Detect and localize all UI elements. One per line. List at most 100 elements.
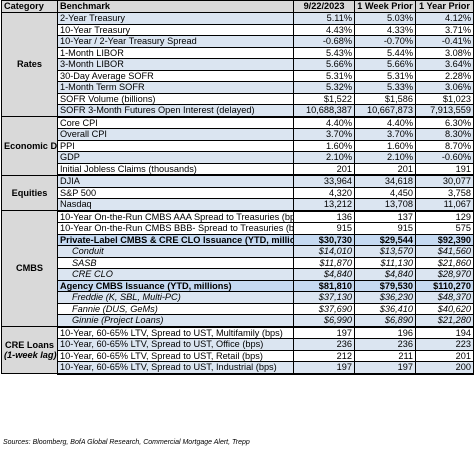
week-prior-value-cell: $79,530 bbox=[354, 279, 416, 292]
header-category: Category bbox=[1, 0, 58, 13]
category-cell: CMBS bbox=[1, 210, 58, 327]
benchmark-cell: Initial Jobless Claims (thousands) bbox=[57, 162, 294, 176]
current-value-cell: 236 bbox=[293, 338, 355, 351]
table-row: S&P 500 4,320 4,450 3,758 bbox=[2, 186, 474, 199]
category-cell: Economic Data bbox=[1, 116, 58, 176]
benchmark-cell: 10-Year, 60-65% LTV, Spread to UST, Mult… bbox=[57, 326, 294, 339]
current-value-cell: 13,212 bbox=[293, 198, 355, 212]
current-value-cell: -0.68% bbox=[293, 35, 355, 48]
week-prior-value-cell: 34,618 bbox=[354, 174, 416, 188]
benchmark-cell: CRE CLO bbox=[57, 268, 294, 281]
week-prior-value-cell: 5.03% bbox=[354, 12, 416, 25]
benchmark-cell: 3-Month LIBOR bbox=[57, 58, 294, 71]
year-prior-value-cell: -0.41% bbox=[415, 35, 474, 48]
week-prior-value-cell: 5.31% bbox=[354, 69, 416, 82]
table-row: 10-Year On-the-Run CMBS BBB- Spread to T… bbox=[2, 222, 474, 235]
table-row: 10-Year Treasury 4.43% 4.33% 3.71% bbox=[2, 23, 474, 36]
current-value-cell: $11,870 bbox=[293, 256, 355, 269]
year-prior-value-cell: $40,620 bbox=[415, 302, 474, 315]
table-row: Initial Jobless Claims (thousands) 201 201… bbox=[2, 162, 474, 176]
benchmark-cell: Conduit bbox=[57, 245, 294, 258]
benchmark-cell: Private-Label CMBS & CRE CLO Issuance (Y… bbox=[57, 233, 294, 246]
benchmark-cell: 10-Year, 60-65% LTV, Spread to UST, Offi… bbox=[57, 338, 294, 351]
current-value-cell: 4.43% bbox=[293, 23, 355, 36]
week-prior-value-cell: 5.44% bbox=[354, 46, 416, 59]
week-prior-value-cell: 2.10% bbox=[354, 151, 416, 164]
week-prior-value-cell: $11,130 bbox=[354, 256, 416, 269]
current-value-cell: 5.31% bbox=[293, 69, 355, 82]
week-prior-value-cell: 1.60% bbox=[354, 139, 416, 152]
week-prior-value-cell: 3.70% bbox=[354, 128, 416, 141]
year-prior-value-cell: 7,913,559 bbox=[415, 104, 474, 118]
benchmark-cell: Core CPI bbox=[57, 116, 294, 129]
category-label: Equities bbox=[11, 187, 48, 198]
category-label: CMBS bbox=[15, 263, 44, 274]
category-cell: CRE Loans (1-week lag) bbox=[1, 326, 58, 374]
table-row: 1-Month Term SOFR 5.32% 5.33% 3.06% bbox=[2, 81, 474, 94]
table-row: CRE Loans (1-week lag) 10-Year, 60-65% LTV… bbox=[1, 326, 474, 374]
current-value-cell: 2.10% bbox=[293, 151, 355, 164]
current-value-cell: $1,522 bbox=[293, 92, 355, 105]
week-prior-value-cell: 13,708 bbox=[354, 198, 416, 212]
table-row: SOFR 3-Month Futures Open Interest (dela… bbox=[2, 104, 474, 118]
category-cell: Equities bbox=[1, 174, 58, 211]
year-prior-value-cell: 201 bbox=[415, 349, 474, 362]
category-cell: Rates bbox=[1, 12, 58, 117]
table-row: Freddie (K, SBL, Multi-PC) $37,130 $36,230… bbox=[2, 291, 474, 304]
benchmark-cell: 30-Day Average SOFR bbox=[57, 69, 294, 82]
year-prior-value-cell: 8.70% bbox=[415, 139, 474, 152]
current-value-cell: 5.11% bbox=[293, 12, 355, 25]
year-prior-value-cell: $21,280 bbox=[415, 314, 474, 328]
week-prior-value-cell: $36,410 bbox=[354, 302, 416, 315]
year-prior-value-cell: 194 bbox=[415, 326, 474, 339]
current-value-cell: 10,688,387 bbox=[293, 104, 355, 118]
current-value-cell: $37,690 bbox=[293, 302, 355, 315]
current-value-cell: 4,320 bbox=[293, 186, 355, 199]
source-note: Sources: Bloomberg, BofA Global Research… bbox=[3, 439, 250, 446]
current-value-cell: 5.66% bbox=[293, 58, 355, 71]
current-value-cell: 212 bbox=[293, 349, 355, 362]
benchmark-cell: 2-Year Treasury bbox=[57, 12, 294, 25]
current-value-cell: $81,810 bbox=[293, 279, 355, 292]
benchmark-cell: SOFR 3-Month Futures Open Interest (dela… bbox=[57, 104, 294, 118]
year-prior-value-cell: 30,077 bbox=[415, 174, 474, 188]
year-prior-value-cell: 3.71% bbox=[415, 23, 474, 36]
table-row: 10-Year, 60-65% LTV, Spread to UST, Reta… bbox=[2, 349, 474, 362]
benchmark-cell: Agency CMBS Issuance (YTD, millions) bbox=[57, 279, 294, 292]
year-prior-value-cell: -0.60% bbox=[415, 151, 474, 164]
year-prior-value-cell: 191 bbox=[415, 162, 474, 176]
year-prior-value-cell: 3.64% bbox=[415, 58, 474, 71]
week-prior-value-cell: -0.70% bbox=[354, 35, 416, 48]
week-prior-value-cell: 197 bbox=[354, 361, 416, 375]
table-row: Private-Label CMBS & CRE CLO Issuance (Y… bbox=[2, 233, 474, 246]
year-prior-value-cell: 4.12% bbox=[415, 12, 474, 25]
benchmark-cell: Ginnie (Project Loans) bbox=[57, 314, 294, 328]
benchmark-cell: SASB bbox=[57, 256, 294, 269]
table-row: Agency CMBS Issuance (YTD, millions) $81,… bbox=[2, 279, 474, 292]
table-row: Equities DJIA 33,964 34,618 30,077 bbox=[1, 174, 474, 211]
week-prior-value-cell: 4.40% bbox=[354, 116, 416, 129]
current-value-cell: 1.60% bbox=[293, 139, 355, 152]
benchmark-cell: DJIA bbox=[57, 174, 294, 188]
week-prior-value-cell: 201 bbox=[354, 162, 416, 176]
week-prior-value-cell: 4.33% bbox=[354, 23, 416, 36]
year-prior-value-cell: $48,370 bbox=[415, 291, 474, 304]
table-row: Conduit $14,010 $13,570 $41,560 bbox=[2, 245, 474, 258]
year-prior-value-cell: $21,860 bbox=[415, 256, 474, 269]
header-row: Category Benchmark 9/22/2023 1 Week Prio… bbox=[1, 0, 474, 13]
table-row: Ginnie (Project Loans) $6,990 $6,890 $21,28… bbox=[2, 314, 474, 328]
header-1-week-prior: 1 Week Prior bbox=[354, 0, 416, 13]
table-row: CRE CLO $4,840 $4,840 $28,970 bbox=[2, 268, 474, 281]
table-row: SOFR Volume (billions) $1,522 $1,586 $1,023 bbox=[2, 92, 474, 105]
market-data-table: Category Benchmark 9/22/2023 1 Week Prio… bbox=[1, 0, 474, 375]
category-label: Rates bbox=[16, 59, 43, 70]
current-value-cell: $14,010 bbox=[293, 245, 355, 258]
year-prior-value-cell: 3.06% bbox=[415, 81, 474, 94]
current-value-cell: 4.40% bbox=[293, 116, 355, 129]
table-row: Overall CPI 3.70% 3.70% 8.30% bbox=[2, 128, 474, 141]
table-row: 3-Month LIBOR 5.66% 5.66% 3.64% bbox=[2, 58, 474, 71]
table-row: PPI 1.60% 1.60% 8.70% bbox=[2, 139, 474, 152]
year-prior-value-cell: 8.30% bbox=[415, 128, 474, 141]
